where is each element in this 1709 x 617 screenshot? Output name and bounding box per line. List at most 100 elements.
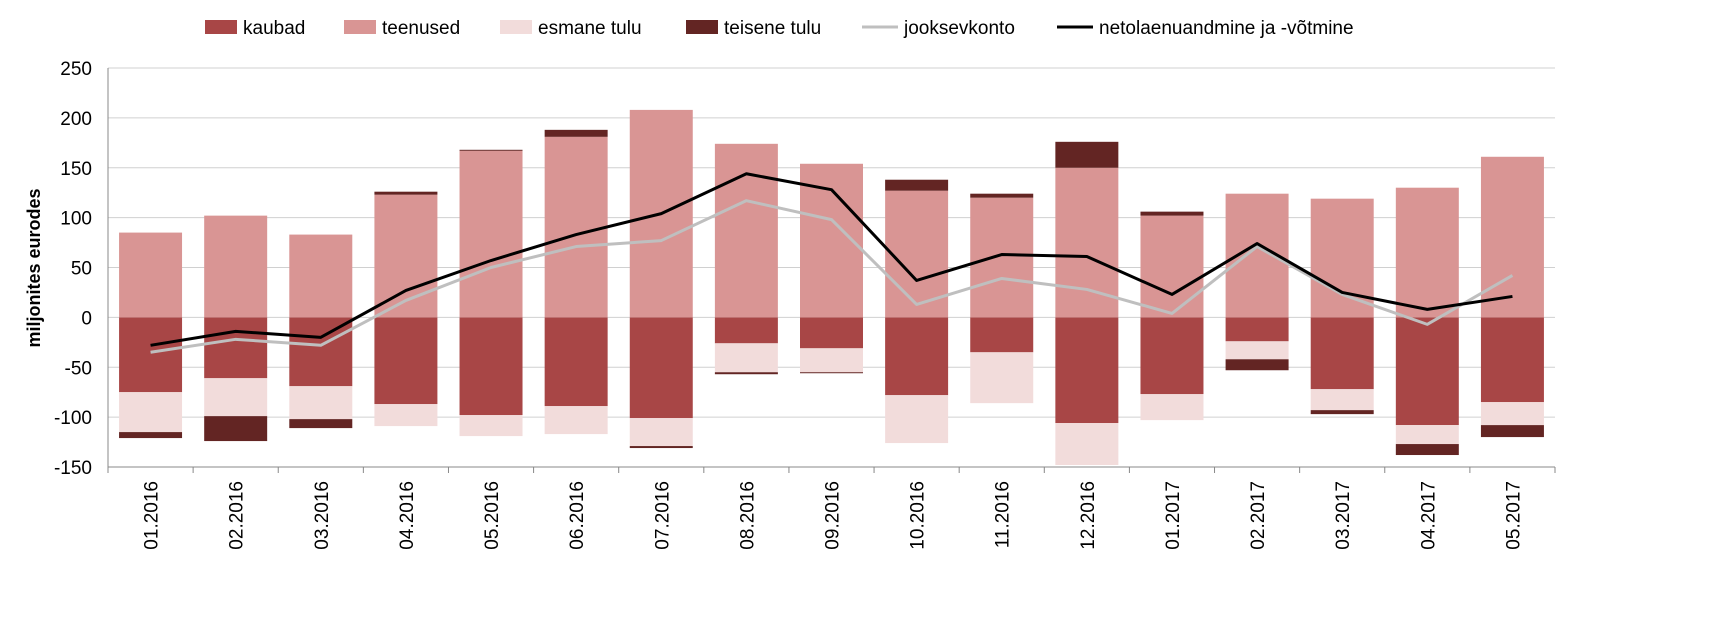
y-tick-label: -150 (54, 458, 92, 479)
bar-esmane-tulu (714, 343, 778, 373)
bar-teenused (374, 194, 438, 318)
bar-teisene-tulu (544, 129, 608, 137)
x-tick-label: 10.2016 (908, 481, 929, 550)
x-tick-label: 02.2016 (227, 481, 248, 550)
bar-kaubad (374, 317, 438, 405)
x-tick-label: 02.2017 (1248, 481, 1269, 550)
legend-swatch-kaubad (205, 20, 237, 34)
bar-teenused (204, 215, 268, 318)
bar-esmane-tulu (374, 404, 438, 427)
line-netolaenuandmine-ja-votmine (150, 172, 1513, 347)
bar-kaubad (1310, 317, 1374, 390)
y-tick-labels: -150 -100 -50 0 50 100 150 200 250 (54, 59, 92, 479)
bar-teisene-tulu (289, 419, 353, 429)
bar-kaubad (459, 317, 523, 416)
x-tick-labels: 01.2016 02.2016 03.2016 04.2016 05.2016 06.20… (142, 481, 1525, 550)
bar-teisene-tulu (885, 179, 949, 191)
bar-kaubad (1395, 317, 1459, 426)
y-tick-label: -50 (65, 358, 92, 379)
x-tick-label: 11.2016 (993, 481, 1014, 548)
bar-kaubad (204, 317, 268, 379)
x-tick-label: 12.2016 (1078, 481, 1099, 550)
bar-kaubad (119, 317, 183, 393)
bar-teisene-tulu (1055, 141, 1119, 168)
bar-esmane-tulu (289, 386, 353, 420)
legend: kaubad teenused esmane tulu teisene tulu joo… (205, 18, 1354, 39)
y-tick-label: 250 (60, 59, 92, 80)
series-lines (150, 172, 1514, 354)
bar-teenused (289, 234, 353, 318)
x-tick-label: 05.2017 (1503, 481, 1524, 550)
y-tick-label: 150 (60, 159, 92, 180)
bar-esmane-tulu (800, 348, 863, 373)
bar-teenused (459, 150, 523, 318)
legend-swatch-teenused (344, 20, 376, 34)
bar-kaubad (1225, 317, 1289, 342)
bar-teenused (544, 136, 608, 318)
x-tick-label: 05.2016 (482, 481, 503, 550)
bar-kaubad (289, 317, 353, 387)
bar-teisene-tulu (459, 149, 523, 151)
bar-esmane-tulu (1225, 341, 1289, 360)
axes (107, 68, 1556, 473)
bar-teisene-tulu (1310, 410, 1374, 415)
y-tick-label: 50 (71, 259, 92, 280)
bar-esmane-tulu (1310, 389, 1374, 411)
x-tick-label: 04.2016 (397, 481, 418, 550)
bar-kaubad (544, 317, 608, 407)
bar-teenused (1055, 167, 1119, 318)
x-tick-label: 08.2016 (737, 481, 758, 550)
bar-teisene-tulu (1480, 425, 1544, 438)
bar-kaubad (629, 317, 693, 419)
bar-teisene-tulu (1395, 444, 1459, 456)
bar-kaubad (1140, 317, 1204, 395)
bar-esmane-tulu (1140, 394, 1204, 421)
y-axis-label: miljonites eurodes (24, 188, 44, 347)
legend-swatch-esmane-tulu (500, 20, 532, 34)
y-tick-label: 200 (60, 109, 92, 130)
y-tick-label: -100 (54, 408, 92, 429)
bar-kaubad (970, 317, 1034, 353)
bar-teisene-tulu (800, 372, 863, 374)
bar-teisene-tulu (970, 193, 1034, 198)
bar-teisene-tulu (119, 432, 183, 439)
x-tick-label: 01.2016 (142, 481, 163, 550)
bar-esmane-tulu (629, 418, 693, 447)
legend-label: esmane tulu (538, 18, 642, 39)
bar-esmane-tulu (204, 378, 268, 417)
bar-kaubad (714, 317, 778, 344)
legend-swatch-teisene-tulu (686, 20, 718, 34)
bar-teisene-tulu (629, 446, 693, 449)
bar-teisene-tulu (1225, 359, 1289, 371)
bar-teisene-tulu (204, 416, 268, 442)
bar-teenused (119, 232, 183, 318)
bar-esmane-tulu (885, 395, 949, 444)
bar-esmane-tulu (459, 415, 523, 437)
bar-kaubad (885, 317, 949, 396)
bar-esmane-tulu (1055, 423, 1119, 466)
line-jooksevkonto (150, 199, 1514, 354)
x-tick-label: 06.2016 (567, 481, 588, 550)
legend-label: netolaenuandmine ja -võtmine (1099, 18, 1354, 39)
legend-label: teisene tulu (724, 18, 821, 39)
bar-teisene-tulu (1140, 211, 1204, 216)
bar-teenused (885, 190, 949, 318)
bar-kaubad (1480, 317, 1544, 403)
bar-esmane-tulu (544, 406, 608, 435)
legend-label: kaubad (243, 18, 305, 39)
bar-teenused (1395, 187, 1459, 318)
x-tick-label: 03.2017 (1333, 481, 1354, 550)
bar-teenused (714, 143, 778, 318)
legend-label: teenused (382, 18, 460, 39)
bar-teenused (1480, 156, 1544, 318)
y-tick-label: 100 (60, 209, 92, 230)
bar-esmane-tulu (1395, 425, 1459, 445)
bar-teisene-tulu (714, 372, 778, 375)
bar-teisene-tulu (374, 191, 438, 195)
x-tick-label: 07.2016 (652, 481, 673, 550)
y-tick-label: 0 (81, 308, 92, 329)
bar-esmane-tulu (1480, 402, 1544, 426)
bar-kaubad (1055, 317, 1119, 424)
